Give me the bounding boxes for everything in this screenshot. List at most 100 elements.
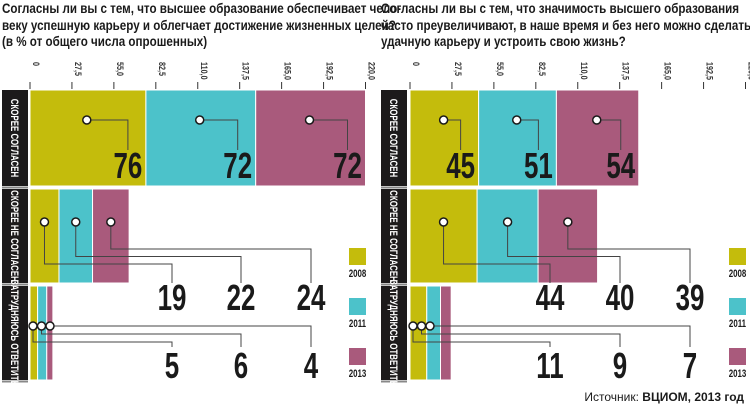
x-tick-label: 192,5 <box>704 62 714 80</box>
data-label: 24 <box>297 278 326 318</box>
x-tick-label: 82,5 <box>157 62 167 76</box>
title-line: часто преувеличивают, в наше время и без… <box>381 17 750 33</box>
leader-line <box>43 222 173 283</box>
data-label: 72 <box>223 146 252 186</box>
right-chart: 0 27,5 55,0 82,5 110,0 137,5 165,0 192,5 220,0 СК… <box>381 62 750 386</box>
row-label: ЗАТРУДНЯЮСЬ ОТВЕТИТЬ <box>387 280 400 387</box>
x-tick-label: 110,0 <box>579 62 589 80</box>
legend-swatch-2013 <box>729 348 746 365</box>
legend-swatch-2013 <box>349 348 366 365</box>
data-label: 51 <box>524 146 553 186</box>
legend-label: 2008 <box>729 268 747 281</box>
bar-2011 <box>58 188 94 284</box>
x-tick-label: 137,5 <box>240 62 250 80</box>
row-label-box <box>2 90 28 186</box>
x-tick-label: 165,0 <box>662 62 672 80</box>
data-dot <box>563 217 573 227</box>
data-label: 11 <box>536 346 563 386</box>
data-dot <box>416 321 427 331</box>
left-chart-title: Согласны ли вы с тем, что высшее образов… <box>2 1 401 51</box>
data-label: 40 <box>606 278 635 318</box>
source-label: Источник: <box>584 390 639 404</box>
row-label-box <box>381 286 407 380</box>
right-chart-title: Согласны ли вы с тем, что значимость выс… <box>381 1 750 51</box>
data-dot <box>438 115 449 125</box>
x-tick-label: 220,0 <box>366 62 376 80</box>
leader-line <box>32 326 173 347</box>
legend-label: 2011 <box>729 318 747 331</box>
legend-label: 2008 <box>349 268 367 281</box>
data-label: 7 <box>683 346 697 386</box>
x-tick-label: 137,5 <box>620 62 630 80</box>
leader-line <box>110 222 312 283</box>
x-tick-label: 110,0 <box>199 62 209 80</box>
leader-line <box>567 222 691 283</box>
data-label: 4 <box>304 346 319 386</box>
row-label: ЗАТРУДНЯЮСЬ ОТВЕТИТЬ <box>8 280 21 387</box>
data-dot <box>408 321 418 331</box>
title-line: удачную карьеру и устроить свою жизнь? <box>381 34 626 49</box>
data-label: 72 <box>333 146 362 186</box>
title-line: (в % от общего числа опрошенных) <box>2 34 208 49</box>
legend-swatch-2011 <box>349 298 366 315</box>
x-tick-label: 192,5 <box>324 62 334 80</box>
leader-line <box>507 222 621 283</box>
x-tick-label: 27,5 <box>73 62 83 76</box>
source-value: ВЦИОМ, 2013 год <box>642 390 744 404</box>
leader-line <box>199 119 239 150</box>
leader-line <box>41 326 242 347</box>
source-note: Источник: ВЦИОМ, 2013 год <box>584 390 744 404</box>
data-dot <box>438 217 449 227</box>
bar-2013 <box>555 89 640 187</box>
legend-label: 2011 <box>349 318 367 331</box>
data-label: 9 <box>613 346 627 386</box>
data-label: 6 <box>234 346 248 386</box>
leader-line <box>50 325 312 347</box>
data-dot <box>194 115 205 125</box>
x-tick-label: 55,0 <box>115 62 125 76</box>
leader-line <box>75 222 242 283</box>
row-label-box <box>2 286 28 380</box>
data-dot <box>592 115 602 125</box>
x-tick-label: 55,0 <box>495 62 505 76</box>
bar-2008 <box>29 285 39 381</box>
data-dot <box>304 115 315 125</box>
data-label: 22 <box>227 278 256 318</box>
x-tick-label: 0 <box>31 62 41 66</box>
leader-line <box>309 119 348 150</box>
data-label: 39 <box>676 278 705 318</box>
row-label-box <box>381 189 407 283</box>
x-tick-label: 220,0 <box>746 62 750 80</box>
data-label: 45 <box>446 146 475 186</box>
leader-line <box>412 326 551 347</box>
bar-2008 <box>409 89 480 187</box>
data-dot <box>36 321 47 331</box>
data-dot <box>28 321 38 331</box>
legend-swatch-2008 <box>349 248 366 265</box>
bar-2008 <box>29 89 147 187</box>
row-label: СКОРЕЕ СОГЛАСЕН <box>8 99 21 178</box>
data-label: 54 <box>606 146 635 186</box>
row-label-box <box>381 90 407 186</box>
legend-swatch-2011 <box>729 298 746 315</box>
bar-2011 <box>426 285 441 381</box>
data-label: 19 <box>158 278 187 318</box>
title-line: веку успешную карьеру и облегчает достиж… <box>2 17 396 33</box>
data-dot <box>39 217 50 227</box>
left-chart: 0 27,5 55,0 82,5 110,0 137,5 165,0 192,5 220,0 СК… <box>2 62 376 386</box>
row-label-box <box>2 189 28 283</box>
title-line: Согласны ли вы с тем, что значимость выс… <box>381 1 740 16</box>
data-dot <box>502 217 513 227</box>
leader-line <box>443 222 551 283</box>
bar-2013 <box>46 285 54 381</box>
data-dot <box>82 115 92 125</box>
data-dot <box>106 217 116 227</box>
x-tick-label: 82,5 <box>537 62 547 76</box>
leader-line <box>430 325 691 347</box>
legend-label: 2013 <box>349 368 367 381</box>
bar-2013 <box>440 285 452 381</box>
x-tick-label: 0 <box>411 62 421 66</box>
leader-line <box>596 119 622 150</box>
data-label: 5 <box>165 346 179 386</box>
